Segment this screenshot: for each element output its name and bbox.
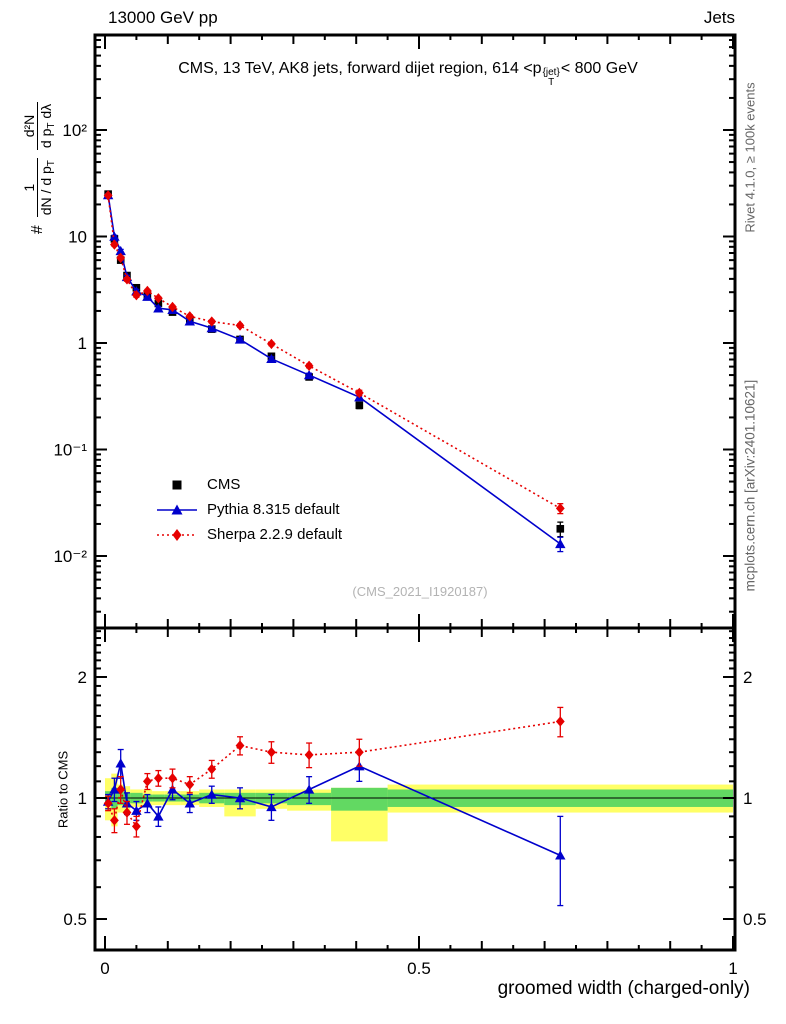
analysis-id-watermark: (CMS_2021_I1920187) xyxy=(352,584,488,599)
x-axis-title: groomed width (charged-only) xyxy=(497,978,750,999)
yaxis-fraction-1: 1 dN / d pT xyxy=(21,158,58,218)
svg-text:1: 1 xyxy=(728,959,737,978)
legend-label-pythia: Pythia 8.315 default xyxy=(207,501,340,518)
svg-text:0: 0 xyxy=(100,959,109,978)
plot-title-post: < 800 GeV xyxy=(560,60,638,77)
rivet-version-label: Rivet 4.1.0, ≥ 100k events xyxy=(742,82,758,233)
svg-text:1: 1 xyxy=(78,789,87,808)
svg-text:10⁻¹: 10⁻¹ xyxy=(53,441,87,460)
mcplots-reference-label: mcplots.cern.ch [arXiv:2401.10621] xyxy=(742,379,758,592)
cms-marker-icon xyxy=(172,480,182,489)
plot-title-sup: {jet} xyxy=(542,67,560,78)
axis-tick-labels: 10² 10 1 10⁻¹ 10⁻² 2 2 1 1 0.5 0.5 0 0.5 1 xyxy=(53,121,766,978)
sherpa-marker-icon xyxy=(157,528,197,541)
plot-title-pre: CMS, 13 TeV, AK8 jets, forward dijet reg… xyxy=(178,60,542,77)
axis-ticks xyxy=(95,35,735,950)
svg-text:1: 1 xyxy=(78,334,87,353)
legend-label-cms: CMS xyxy=(207,476,241,493)
svg-text:10²: 10² xyxy=(62,121,87,140)
svg-text:0.5: 0.5 xyxy=(407,959,431,978)
pythia-marker-icon xyxy=(157,504,197,514)
svg-text:0.5: 0.5 xyxy=(63,910,87,929)
legend-item-sherpa: Sherpa 2.2.9 default xyxy=(156,522,342,547)
main-y-axis-label: # 1 dN / d pT d²N d pT dλ xyxy=(16,28,60,308)
beam-energy-label: 13000 GeV pp xyxy=(108,8,218,27)
legend-item-pythia: Pythia 8.315 default xyxy=(156,497,342,522)
plot-title-supsub: {jet} T xyxy=(543,68,560,88)
svg-text:0.5: 0.5 xyxy=(743,910,767,929)
svg-text:1: 1 xyxy=(743,789,752,808)
svg-text:10⁻²: 10⁻² xyxy=(53,547,87,566)
yaxis-fraction-2: d²N d pT dλ xyxy=(21,101,58,151)
svg-text:2: 2 xyxy=(78,668,87,687)
svg-text:2: 2 xyxy=(743,668,752,687)
plot-title: CMS, 13 TeV, AK8 jets, forward dijet reg… xyxy=(78,60,738,88)
legend-item-cms: CMS xyxy=(156,472,342,497)
analysis-group-label: Jets xyxy=(703,8,735,27)
series-sherpa-2-2-9-default xyxy=(103,706,565,838)
svg-text:10: 10 xyxy=(68,228,87,247)
legend: CMS Pythia 8.315 default Sherpa 2.2.9 de… xyxy=(156,472,342,547)
series-sherpa-2-2-9-default xyxy=(103,190,565,515)
plot-title-sub: T xyxy=(548,77,555,88)
ratio-panel-frame xyxy=(93,626,737,952)
ratio-y-axis-label: Ratio to CMS xyxy=(55,750,71,829)
legend-label-sherpa: Sherpa 2.2.9 default xyxy=(207,526,343,543)
hash-symbol: # xyxy=(29,225,46,235)
